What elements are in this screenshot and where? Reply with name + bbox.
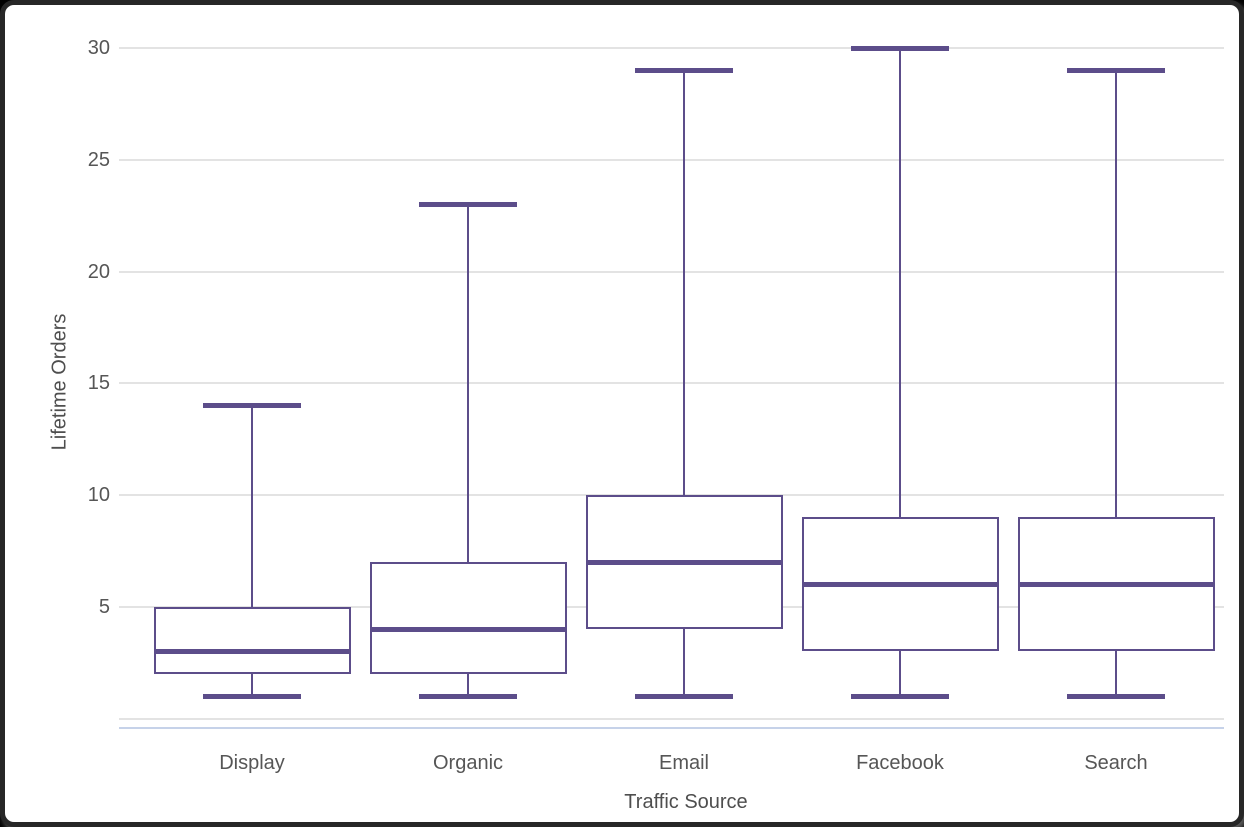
lower-whisker-organic bbox=[466, 673, 470, 697]
y-tick-label: 5 bbox=[98, 595, 110, 618]
lower-whisker-display bbox=[250, 673, 254, 697]
max-cap-facebook bbox=[851, 45, 949, 51]
lower-whisker-facebook bbox=[898, 651, 902, 697]
gridline-0 bbox=[119, 717, 1224, 720]
boxplot-chart: 5 10 15 20 25 30 Display Organic Email Facebook S… bbox=[5, 5, 1239, 822]
gridline-25 bbox=[119, 159, 1224, 161]
max-cap-email bbox=[635, 68, 733, 74]
upper-whisker-display bbox=[250, 405, 254, 607]
median-display bbox=[153, 648, 351, 654]
max-cap-organic bbox=[419, 202, 517, 208]
upper-whisker-email bbox=[682, 70, 686, 496]
x-tick-label-search: Search bbox=[1084, 752, 1148, 774]
median-search bbox=[1017, 581, 1215, 587]
y-axis-title: Lifetime Orders bbox=[48, 313, 71, 451]
gridline-30 bbox=[119, 47, 1224, 50]
lower-whisker-email bbox=[682, 629, 686, 697]
x-tick-label-facebook: Facebook bbox=[856, 752, 944, 774]
median-facebook bbox=[801, 581, 999, 587]
max-cap-display bbox=[203, 403, 301, 409]
median-organic bbox=[369, 626, 567, 632]
min-cap-search bbox=[1067, 693, 1165, 699]
upper-whisker-search bbox=[1114, 70, 1118, 518]
min-cap-email bbox=[635, 693, 733, 699]
box-organic bbox=[369, 562, 567, 674]
upper-whisker-organic bbox=[466, 204, 470, 563]
y-tick-label: 25 bbox=[87, 149, 110, 171]
y-tick-label: 30 bbox=[87, 37, 110, 60]
y-tick-label: 10 bbox=[87, 484, 110, 507]
upper-whisker-facebook bbox=[898, 48, 902, 518]
x-axis-line bbox=[119, 727, 1224, 729]
y-tick-label: 20 bbox=[87, 260, 110, 283]
x-tick-label-organic: Organic bbox=[432, 752, 504, 774]
x-tick-label-email: Email bbox=[658, 752, 709, 774]
box-display bbox=[153, 606, 351, 674]
min-cap-facebook bbox=[851, 693, 949, 699]
gridline-15 bbox=[119, 382, 1224, 385]
min-cap-display bbox=[203, 693, 301, 699]
max-cap-search bbox=[1067, 68, 1165, 74]
x-tick-label-display: Display bbox=[219, 752, 285, 774]
x-axis-title: Traffic Source bbox=[624, 791, 748, 813]
lower-whisker-search bbox=[1114, 651, 1118, 697]
y-tick-label: 15 bbox=[87, 372, 110, 395]
median-email bbox=[585, 559, 783, 565]
gridline-20 bbox=[119, 270, 1224, 273]
min-cap-organic bbox=[419, 693, 517, 699]
